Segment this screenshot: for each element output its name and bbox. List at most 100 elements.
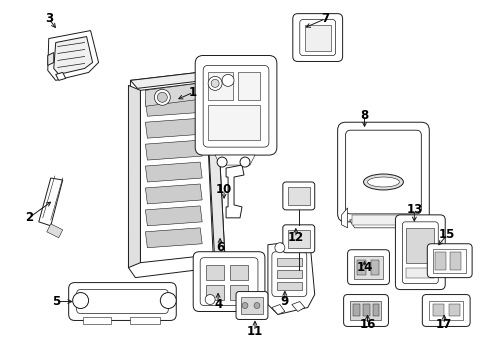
Polygon shape — [268, 240, 315, 315]
Bar — [277, 282, 302, 289]
Circle shape — [73, 293, 89, 309]
Bar — [372, 303, 379, 316]
Text: 1: 1 — [189, 86, 197, 99]
Bar — [370, 260, 379, 275]
Text: 6: 6 — [216, 241, 224, 254]
FancyBboxPatch shape — [203, 66, 269, 147]
Polygon shape — [130, 318, 160, 324]
FancyBboxPatch shape — [69, 283, 176, 320]
Text: 5: 5 — [51, 295, 60, 308]
Text: 13: 13 — [406, 203, 422, 216]
Polygon shape — [215, 155, 255, 165]
FancyBboxPatch shape — [343, 294, 389, 327]
Bar — [450, 252, 461, 270]
Polygon shape — [56, 72, 66, 80]
Polygon shape — [128, 85, 141, 268]
FancyBboxPatch shape — [76, 289, 168, 314]
Bar — [206, 265, 224, 280]
FancyBboxPatch shape — [283, 182, 315, 210]
Bar — [349, 301, 382, 320]
Text: 16: 16 — [359, 318, 376, 331]
Polygon shape — [146, 184, 202, 204]
FancyBboxPatch shape — [422, 294, 470, 327]
Circle shape — [217, 157, 227, 167]
Circle shape — [222, 75, 234, 86]
Bar — [238, 72, 260, 100]
Polygon shape — [39, 178, 63, 226]
Polygon shape — [128, 71, 225, 278]
Text: 3: 3 — [45, 12, 53, 25]
Text: 4: 4 — [214, 298, 222, 311]
Bar — [406, 268, 434, 278]
Text: 15: 15 — [439, 228, 455, 241]
Bar — [352, 215, 414, 225]
Bar — [230, 285, 248, 300]
Circle shape — [154, 89, 171, 105]
Circle shape — [208, 76, 222, 90]
Polygon shape — [146, 140, 202, 160]
Circle shape — [211, 80, 219, 87]
Bar — [354, 256, 384, 279]
Text: 2: 2 — [25, 211, 33, 224]
FancyBboxPatch shape — [272, 252, 307, 297]
Circle shape — [242, 302, 248, 309]
Bar — [277, 258, 302, 266]
Polygon shape — [226, 165, 244, 218]
Bar — [208, 105, 260, 140]
Polygon shape — [146, 206, 202, 226]
Circle shape — [157, 92, 167, 102]
FancyBboxPatch shape — [338, 122, 429, 222]
Bar — [277, 270, 302, 278]
Bar — [406, 228, 434, 263]
Circle shape — [160, 293, 176, 309]
Bar — [241, 297, 263, 315]
Text: 12: 12 — [288, 231, 304, 244]
Polygon shape — [54, 37, 93, 75]
Bar — [230, 265, 248, 280]
Circle shape — [275, 243, 285, 253]
Bar — [353, 303, 360, 316]
Polygon shape — [146, 162, 202, 182]
FancyBboxPatch shape — [427, 244, 472, 278]
Text: 11: 11 — [247, 325, 263, 338]
Bar — [208, 72, 233, 100]
Bar — [288, 187, 310, 205]
FancyBboxPatch shape — [236, 292, 268, 319]
Bar — [288, 230, 310, 248]
FancyBboxPatch shape — [200, 258, 258, 306]
Polygon shape — [146, 228, 202, 248]
FancyBboxPatch shape — [293, 14, 343, 62]
Text: 14: 14 — [356, 261, 373, 274]
Ellipse shape — [368, 177, 399, 187]
Bar — [433, 303, 444, 316]
FancyBboxPatch shape — [195, 55, 277, 155]
Bar — [429, 301, 463, 320]
Circle shape — [205, 294, 215, 305]
Bar — [449, 303, 460, 316]
FancyBboxPatch shape — [300, 20, 336, 55]
Polygon shape — [48, 31, 98, 80]
Circle shape — [254, 302, 260, 309]
Polygon shape — [272, 305, 285, 315]
Bar — [305, 24, 331, 50]
FancyBboxPatch shape — [345, 130, 421, 214]
FancyBboxPatch shape — [193, 252, 265, 311]
Polygon shape — [205, 71, 225, 268]
FancyBboxPatch shape — [402, 222, 438, 284]
Polygon shape — [48, 53, 54, 66]
Bar — [435, 252, 446, 270]
Bar — [357, 260, 366, 275]
Polygon shape — [47, 224, 63, 238]
Polygon shape — [141, 82, 213, 263]
Ellipse shape — [364, 174, 403, 190]
FancyBboxPatch shape — [283, 225, 315, 253]
Text: 8: 8 — [361, 109, 368, 122]
Polygon shape — [83, 318, 111, 324]
FancyBboxPatch shape — [395, 215, 445, 289]
Text: 7: 7 — [321, 12, 330, 25]
Polygon shape — [130, 71, 222, 88]
Polygon shape — [342, 208, 347, 228]
Text: 17: 17 — [436, 318, 452, 331]
FancyBboxPatch shape — [347, 250, 390, 285]
Bar — [206, 285, 224, 300]
